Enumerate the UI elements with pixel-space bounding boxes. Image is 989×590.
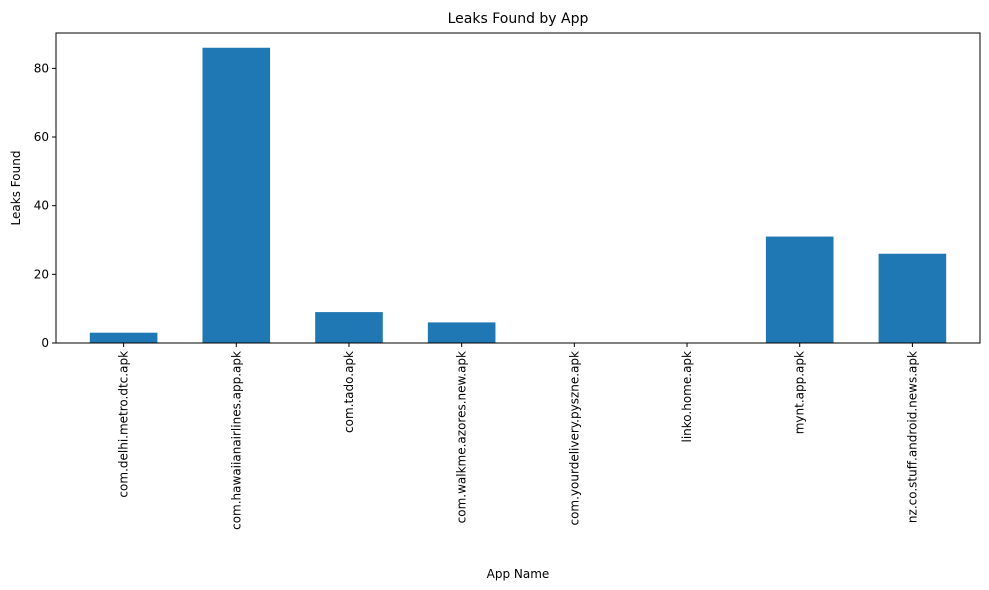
x-tick-label: nz.co.stuff.android.news.apk (905, 351, 919, 523)
y-axis-label: Leaks Found (9, 151, 23, 226)
y-tick-label: 80 (34, 61, 49, 75)
x-axis-label: App Name (487, 567, 550, 581)
y-tick-label: 20 (34, 267, 49, 281)
x-tick-label: com.hawaiianairlines.app.apk (229, 351, 243, 530)
bar-6 (765, 236, 834, 343)
x-tick-label: linko.home.apk (680, 351, 694, 443)
bar-3 (427, 322, 496, 343)
y-tick-label: 60 (34, 130, 49, 144)
bar-1 (202, 47, 271, 343)
x-axis: com.delhi.metro.dtc.apk com.hawaiianairli… (117, 343, 919, 530)
bar-2 (315, 312, 383, 343)
x-tick-label: com.tado.apk (342, 351, 356, 433)
x-tick-label: com.yourdelivery.pyszne.apk (567, 351, 581, 526)
x-tick-label: com.delhi.metro.dtc.apk (117, 351, 131, 498)
x-tick-label: com.walkme.azores.new.apk (455, 351, 469, 523)
y-tick-label: 40 (34, 199, 49, 213)
bars-group (89, 47, 947, 343)
bar-7 (878, 253, 947, 343)
chart-title: Leaks Found by App (448, 11, 589, 27)
y-axis: 0 20 40 60 80 (34, 61, 56, 350)
y-tick-label: 0 (41, 336, 49, 350)
bar-0 (89, 332, 158, 343)
plot-frame (55, 32, 981, 344)
x-tick-label: mynt.app.apk (793, 351, 807, 434)
